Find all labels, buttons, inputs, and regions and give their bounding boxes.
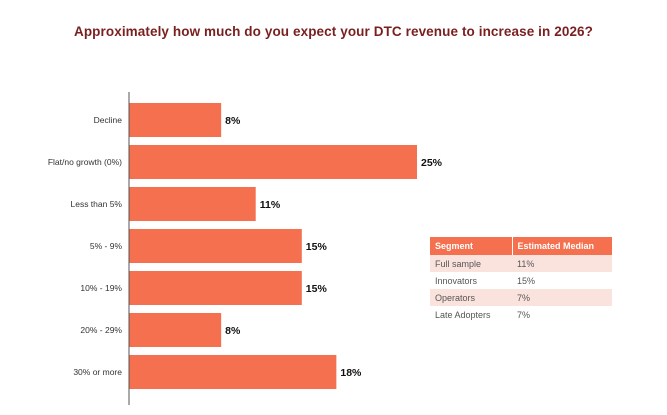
table-row: Late Adopters 7%	[430, 306, 612, 323]
table-cell-median: 7%	[512, 289, 612, 306]
bar	[129, 313, 222, 347]
table-header-median: Estimated Median	[512, 237, 612, 255]
table-header-row: Segment Estimated Median	[430, 237, 612, 255]
value-label: 8%	[225, 325, 241, 337]
table-row: Full sample 11%	[430, 255, 612, 272]
value-label: 8%	[225, 115, 241, 127]
value-label: 15%	[306, 283, 328, 295]
bar	[129, 103, 222, 137]
bar	[129, 145, 417, 179]
value-label: 11%	[260, 199, 281, 211]
category-label: Flat/no growth (0%)	[48, 157, 122, 167]
table-cell-median: 7%	[517, 309, 531, 320]
table-row: Innovators 15%	[430, 272, 612, 289]
value-label: 25%	[421, 157, 443, 169]
category-label: 30% or more	[73, 367, 122, 377]
table-cell-segment: Full sample	[430, 255, 512, 272]
bar	[129, 355, 337, 389]
bar	[129, 187, 256, 221]
category-label: 10% - 19%	[80, 283, 122, 293]
bar	[129, 271, 302, 305]
category-label: Decline	[94, 115, 123, 125]
table-cell-median: 11%	[512, 255, 612, 272]
table-cell-segment: Operators	[430, 289, 512, 306]
value-label: 15%	[306, 241, 328, 253]
value-label: 18%	[340, 367, 362, 379]
chart-title: Approximately how much do you expect you…	[73, 24, 594, 39]
table-header-segment: Segment	[430, 237, 513, 255]
bars-layer: Decline 8% Flat/no growth (0%) 25% Less than…	[48, 103, 443, 389]
category-label: 20% - 29%	[80, 325, 122, 335]
table-row: Operators 7%	[430, 289, 612, 306]
category-label: Less than 5%	[70, 199, 122, 209]
table-cell-segment: Late Adopters	[435, 309, 491, 320]
category-label: 5% - 9%	[90, 241, 123, 251]
table-cell-segment: Innovators	[435, 275, 478, 286]
bar	[129, 229, 302, 263]
table-cell-median: 15%	[517, 275, 536, 286]
segment-median-table: Segment Estimated Median Full sample 11%…	[430, 237, 612, 323]
